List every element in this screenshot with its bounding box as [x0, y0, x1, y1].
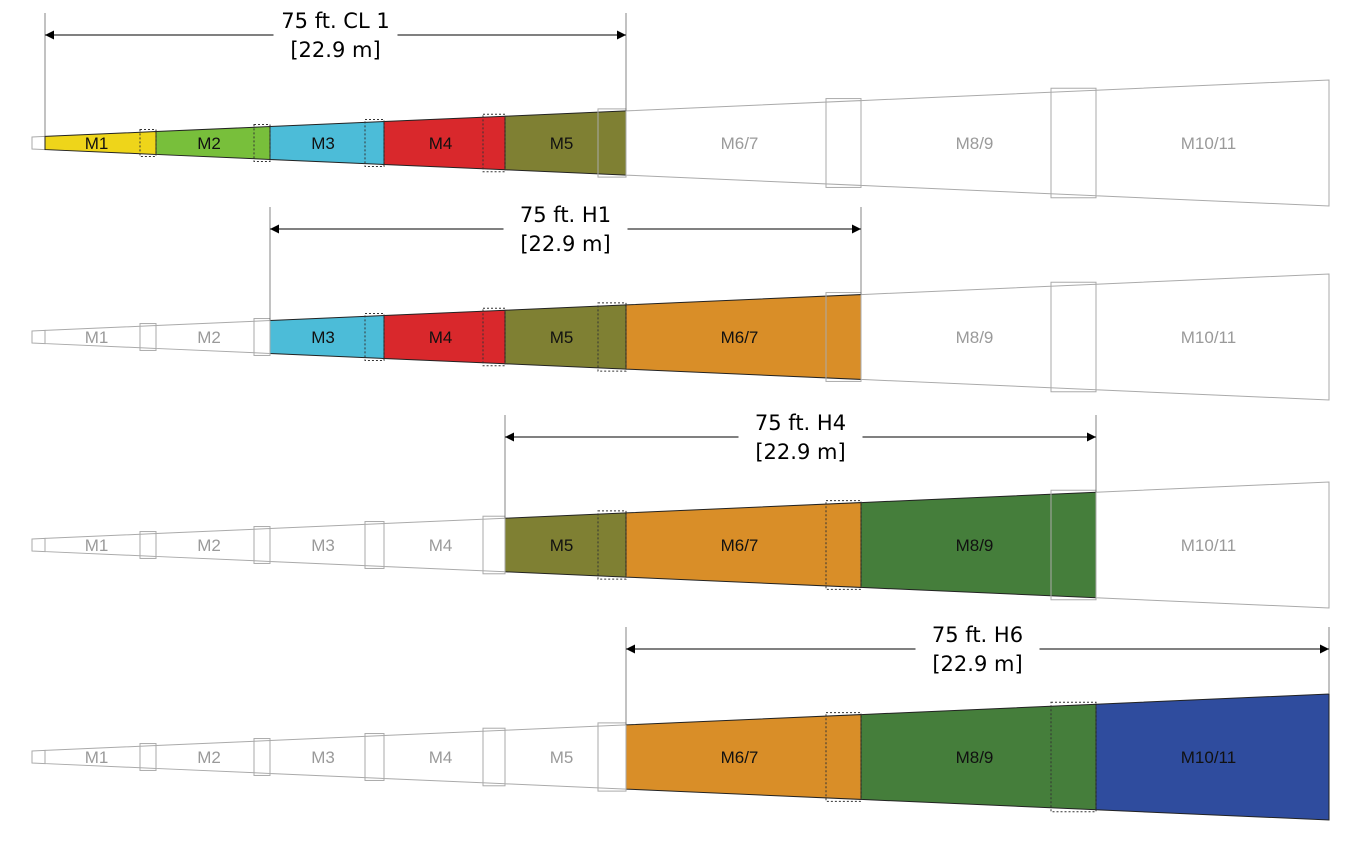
dimension-length-label: 75 ft. CL 1	[281, 9, 389, 33]
dimension-length-label: 75 ft. H4	[755, 411, 846, 435]
segment-label-m6-7: M6/7	[721, 328, 759, 347]
dimension-length-label: 75 ft. H1	[520, 203, 611, 227]
segment-collar	[1050, 701, 1097, 813]
boom-row-4: M1 M2 M3 M4 M5 M6/7 M8/9 M10/11 75 ft. H6 [22.9 m…	[31, 623, 1330, 821]
segment-label-m1: M1	[85, 134, 109, 153]
segment-label-m5: M5	[550, 134, 574, 153]
segment-label-m3: M3	[311, 134, 335, 153]
segment-collar	[1050, 87, 1097, 199]
segment-collar	[597, 722, 627, 792]
segment-label-m5: M5	[550, 328, 574, 347]
segment-collar	[364, 313, 385, 361]
segment-collar	[139, 323, 157, 351]
segment-collar	[825, 712, 862, 802]
segment-label-m4: M4	[429, 748, 453, 767]
segment-label-m4: M4	[429, 328, 453, 347]
segment-collar	[364, 521, 385, 569]
segment-label-m2: M2	[197, 328, 221, 347]
segment-label-m5: M5	[550, 748, 574, 767]
boom-tail-stub	[31, 537, 46, 553]
segment-collar	[597, 108, 627, 178]
segment-label-m4: M4	[429, 536, 453, 555]
segment-label-m10-11: M10/11	[1181, 536, 1236, 555]
segment-label-m10-11: M10/11	[1181, 748, 1236, 767]
segment-collar	[482, 515, 506, 575]
segment-label-m4: M4	[429, 134, 453, 153]
segment-label-m8-9: M8/9	[956, 536, 994, 555]
boom-tail-stub	[31, 135, 46, 151]
segment-label-m6-7: M6/7	[721, 748, 759, 767]
segment-label-m2: M2	[197, 134, 221, 153]
segment-collar	[597, 302, 627, 372]
segment-collar	[253, 738, 271, 776]
dimension-length-label: 75 ft. H6	[932, 623, 1023, 647]
dimension-metric-label: [22.9 m]	[290, 38, 380, 62]
segment-collar	[253, 124, 271, 162]
segment-collar	[139, 743, 157, 771]
boom-tail-stub	[31, 329, 46, 345]
segment-label-m8-9: M8/9	[956, 328, 994, 347]
segment-collar	[1050, 281, 1097, 393]
dimension-metric-label: [22.9 m]	[755, 440, 845, 464]
segment-label-m6-7: M6/7	[721, 536, 759, 555]
segment-label-m8-9: M8/9	[956, 748, 994, 767]
segment-label-m5: M5	[550, 536, 574, 555]
segment-label-m3: M3	[311, 536, 335, 555]
segment-collar	[139, 531, 157, 559]
segment-label-m10-11: M10/11	[1181, 134, 1236, 153]
segment-label-m10-11: M10/11	[1181, 328, 1236, 347]
boom-row-3: M1 M2 M3 M4 M5 M6/7 M8/9 M10/11 75 ft. H4 [22.9 m…	[31, 411, 1330, 609]
segment-collar	[364, 733, 385, 781]
segment-label-m3: M3	[311, 328, 335, 347]
segment-collar	[139, 129, 157, 157]
boom-row-1: M1 M2 M3 M4 M5 M6/7 M8/9 M10/11 75 ft. CL 1 [22.9…	[31, 9, 1330, 207]
segment-label-m2: M2	[197, 748, 221, 767]
segment-collar	[597, 510, 627, 580]
segment-collar	[253, 526, 271, 564]
segment-collar	[825, 292, 862, 382]
segment-label-m6-7: M6/7	[721, 134, 759, 153]
segment-label-m1: M1	[85, 536, 109, 555]
segment-label-m1: M1	[85, 748, 109, 767]
segment-collar	[364, 119, 385, 167]
segment-label-m8-9: M8/9	[956, 134, 994, 153]
segment-collar	[825, 98, 862, 188]
segment-label-m1: M1	[85, 328, 109, 347]
segment-collar	[825, 500, 862, 590]
dimension-metric-label: [22.9 m]	[932, 652, 1022, 676]
dimension-metric-label: [22.9 m]	[520, 232, 610, 256]
segment-label-m2: M2	[197, 536, 221, 555]
boom-row-2: M1 M2 M3 M4 M5 M6/7 M8/9 M10/11 75 ft. H1 [22.9 m…	[31, 203, 1330, 401]
segment-collar	[253, 318, 271, 356]
boom-tail-stub	[31, 749, 46, 765]
segment-collar	[1050, 489, 1097, 601]
segment-label-m3: M3	[311, 748, 335, 767]
segment-collar	[482, 727, 506, 787]
